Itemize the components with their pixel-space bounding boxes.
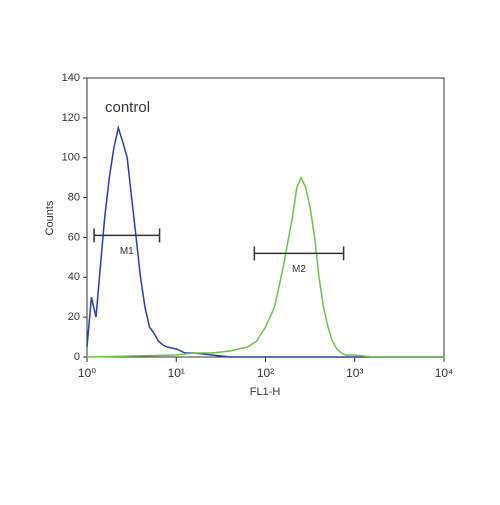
x-tick-label: 10⁰ <box>78 366 96 380</box>
histogram-line <box>86 175 444 358</box>
y-tick-label: 40 <box>68 271 80 283</box>
x-axis-label: FL1-H <box>250 386 281 398</box>
x-tick-label: 10³ <box>346 366 363 380</box>
gate-label: M1 <box>120 246 134 257</box>
plot-frame <box>86 77 445 358</box>
y-tick-label: 140 <box>62 72 80 84</box>
y-tick-label: 60 <box>68 231 80 243</box>
y-tick-label: 100 <box>62 152 80 164</box>
annotation: control <box>105 99 150 116</box>
y-tick-label: 20 <box>68 311 80 323</box>
x-tick-label: 10¹ <box>168 366 185 380</box>
x-tick-label: 10² <box>257 366 274 380</box>
y-tick-label: 120 <box>62 112 80 124</box>
y-axis-label: Counts <box>44 200 56 235</box>
y-tick-label: 80 <box>68 191 80 203</box>
x-tick-label: 10⁴ <box>435 366 454 380</box>
histogram-line <box>86 124 444 358</box>
y-tick-label: 0 <box>74 351 80 363</box>
gate-label: M2 <box>292 264 306 275</box>
